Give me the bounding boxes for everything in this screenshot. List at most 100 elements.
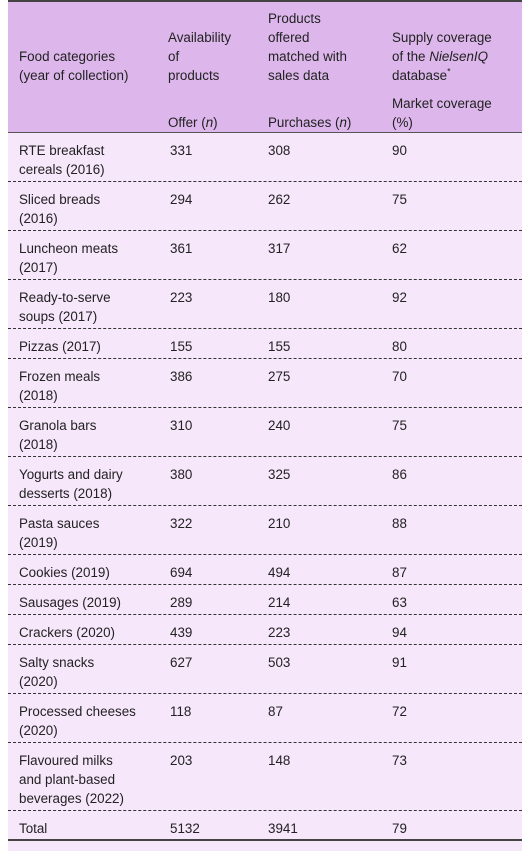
header-text: sales data — [268, 68, 330, 83]
header-text: offered — [268, 30, 310, 45]
category-line: Processed cheeses — [19, 704, 136, 719]
header-text: of the — [392, 49, 430, 64]
category-line: (2020) — [19, 674, 58, 689]
table-row: RTE breakfast cereals (2016) 331 308 90 — [8, 133, 522, 182]
offer-cell: 322 — [170, 516, 193, 531]
coverage-cell: 87 — [392, 565, 407, 580]
table-row: Cookies (2019) 694 494 87 — [8, 555, 522, 585]
header-market-coverage: Market coverage (%) — [392, 94, 492, 132]
offer-cell: 361 — [170, 241, 193, 256]
purchases-cell: 317 — [268, 241, 291, 256]
header-text: Availability — [168, 30, 232, 45]
coverage-cell: 88 — [392, 516, 407, 531]
offer-cell: 223 — [170, 290, 193, 305]
header-text: database — [392, 68, 448, 83]
header-text: ) — [213, 115, 218, 130]
offer-cell: 380 — [170, 467, 193, 482]
category-line: (2016) — [19, 211, 58, 226]
category-line: Luncheon meats — [19, 241, 119, 256]
offer-cell: 310 — [170, 418, 193, 433]
purchases-cell: 262 — [268, 192, 291, 207]
table-row: Pasta sauces (2019) 322 210 88 — [8, 506, 522, 555]
coverage-cell: 90 — [392, 143, 407, 158]
category-line: Ready-to-serve — [19, 290, 111, 305]
food-category-cell: RTE breakfast cereals (2016) — [19, 141, 167, 179]
category-line: and plant-based — [19, 772, 116, 787]
header-products-matched: Products offered matched with sales data — [268, 9, 347, 85]
header-text: Products — [268, 11, 321, 26]
offer-cell: 294 — [170, 192, 193, 207]
header-text: Food categories — [19, 49, 116, 64]
category-line: Crackers (2020) — [19, 625, 115, 640]
food-category-cell: Granola bars (2018) — [19, 416, 167, 454]
footnote-marker: * — [447, 66, 451, 77]
table-row: Pizzas (2017) 155 155 80 — [8, 329, 522, 359]
table-row: Processed cheeses (2020) 118 87 72 — [8, 694, 522, 743]
category-line: cereals (2016) — [19, 162, 105, 177]
coverage-cell: 63 — [392, 595, 407, 610]
category-line: Pasta sauces — [19, 516, 100, 531]
purchases-cell: 503 — [268, 655, 291, 670]
food-category-cell: Flavoured milks and plant-based beverages … — [19, 751, 167, 808]
category-line: Yogurts and dairy — [19, 467, 123, 482]
header-text: ) — [346, 115, 352, 130]
header-text: Market coverage — [392, 96, 492, 111]
header-text: Supply coverage — [392, 30, 492, 45]
food-category-cell: Crackers (2020) — [19, 623, 167, 642]
food-category-cell: Yogurts and dairy desserts (2018) — [19, 465, 167, 503]
table-row: Sausages (2019) 289 214 63 — [8, 585, 522, 615]
category-line: Total — [19, 821, 48, 836]
category-line: (2018) — [19, 388, 58, 403]
coverage-cell: 94 — [392, 625, 407, 640]
purchases-cell: 223 — [268, 625, 291, 640]
offer-cell: 627 — [170, 655, 193, 670]
offer-cell: 289 — [170, 595, 193, 610]
coverage-cell: 75 — [392, 418, 407, 433]
offer-cell: 439 — [170, 625, 193, 640]
coverage-cell: 80 — [392, 339, 407, 354]
coverage-cell: 91 — [392, 655, 407, 670]
offer-cell: 386 — [170, 369, 193, 384]
header-text: Offer ( — [168, 115, 206, 130]
purchases-cell: 87 — [268, 704, 283, 719]
food-category-cell: Frozen meals (2018) — [19, 367, 167, 405]
coverage-cell: 70 — [392, 369, 407, 384]
header-offer-n: Offer (n) — [168, 113, 218, 132]
food-category-cell: Cookies (2019) — [19, 563, 167, 582]
food-category-cell: Sliced breads (2016) — [19, 190, 167, 228]
header-text: matched with — [268, 49, 347, 64]
purchases-cell: 275 — [268, 369, 291, 384]
coverage-cell: 62 — [392, 241, 407, 256]
category-line: Sausages (2019) — [19, 595, 121, 610]
category-line: (2019) — [19, 535, 58, 550]
food-category-cell: Salty snacks (2020) — [19, 653, 167, 691]
table-row: Crackers (2020) 439 223 94 — [8, 615, 522, 645]
purchases-cell: 180 — [268, 290, 291, 305]
food-category-cell: Luncheon meats (2017) — [19, 239, 167, 277]
coverage-cell: 73 — [392, 753, 407, 768]
purchases-cell: 308 — [268, 143, 291, 158]
food-category-cell: Total — [19, 819, 167, 838]
offer-cell: 694 — [170, 565, 193, 580]
offer-cell: 203 — [170, 753, 193, 768]
total-row: Total 5132 3941 79 — [8, 811, 522, 841]
food-category-table: Food categories (year of collection) Ava… — [8, 0, 522, 853]
category-line: Pizzas (2017) — [19, 339, 101, 354]
category-line: Salty snacks — [19, 655, 95, 670]
purchases-cell: 494 — [268, 565, 291, 580]
header-text: (year of collection) — [19, 68, 129, 83]
header-supply-coverage: Supply coverage of the NielsenIQ databas… — [392, 28, 492, 85]
table-row: Ready-to-serve soups (2017) 223 180 92 — [8, 280, 522, 329]
offer-cell: 118 — [170, 704, 192, 719]
coverage-cell: 79 — [392, 821, 407, 836]
table-row: Flavoured milks and plant-based beverages … — [8, 743, 522, 811]
coverage-cell: 92 — [392, 290, 407, 305]
header-text: (%) — [392, 115, 413, 130]
header-text: n — [339, 115, 347, 130]
food-category-cell: Sausages (2019) — [19, 593, 167, 612]
category-line: soups (2017) — [19, 309, 98, 324]
category-line: Cookies (2019) — [19, 565, 110, 580]
category-line: RTE breakfast — [19, 143, 105, 158]
coverage-cell: 72 — [392, 704, 407, 719]
header-text: Purchases ( — [268, 115, 340, 130]
